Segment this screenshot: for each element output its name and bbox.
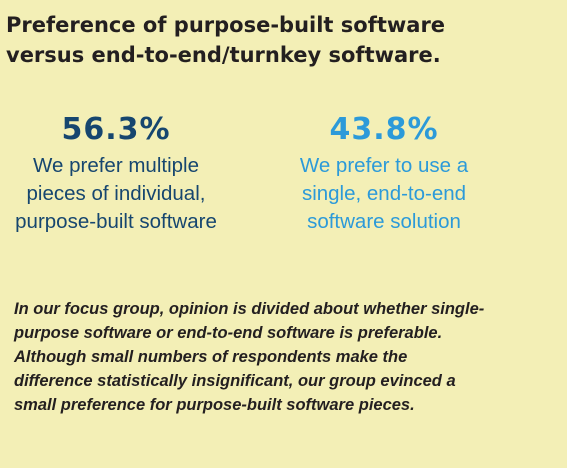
note-line-4: difference statistically insignificant, …: [14, 372, 456, 390]
note-line-2: purpose software or end-to-end software …: [14, 324, 443, 342]
stat-end-to-end-desc-line-2: single, end-to-end: [301, 182, 467, 205]
focus-group-note: In our focus group, opinion is divided a…: [14, 297, 554, 417]
stat-purpose-built-desc-line-1: We prefer multiple: [33, 154, 199, 177]
chart-title: Preference of purpose-built software ver…: [6, 10, 546, 70]
stat-purpose-built-desc-line-3: purpose-built software: [15, 210, 217, 233]
note-line-3: Although small numbers of respondents ma…: [14, 348, 408, 366]
stat-end-to-end: 43.8% We prefer to use a single, end-to-…: [268, 110, 500, 236]
stat-end-to-end-description: We prefer to use a single, end-to-end so…: [268, 152, 500, 236]
stat-end-to-end-desc-line-3: software solution: [307, 210, 461, 233]
stat-purpose-built-value: 56.3%: [61, 112, 171, 147]
note-line-1: In our focus group, opinion is divided a…: [14, 300, 485, 318]
stat-purpose-built-description: We prefer multiple pieces of individual,…: [0, 152, 232, 236]
chart-title-line-2: versus end-to-end/turnkey software.: [6, 43, 441, 67]
stat-purpose-built: 56.3% We prefer multiple pieces of indiv…: [0, 110, 232, 236]
stat-end-to-end-value: 43.8%: [329, 112, 439, 147]
chart-title-line-1: Preference of purpose-built software: [6, 13, 446, 37]
stat-purpose-built-desc-line-2: pieces of individual,: [26, 182, 206, 205]
note-line-5: small preference for purpose-built softw…: [14, 396, 415, 414]
stat-end-to-end-desc-line-1: We prefer to use a: [299, 154, 469, 177]
